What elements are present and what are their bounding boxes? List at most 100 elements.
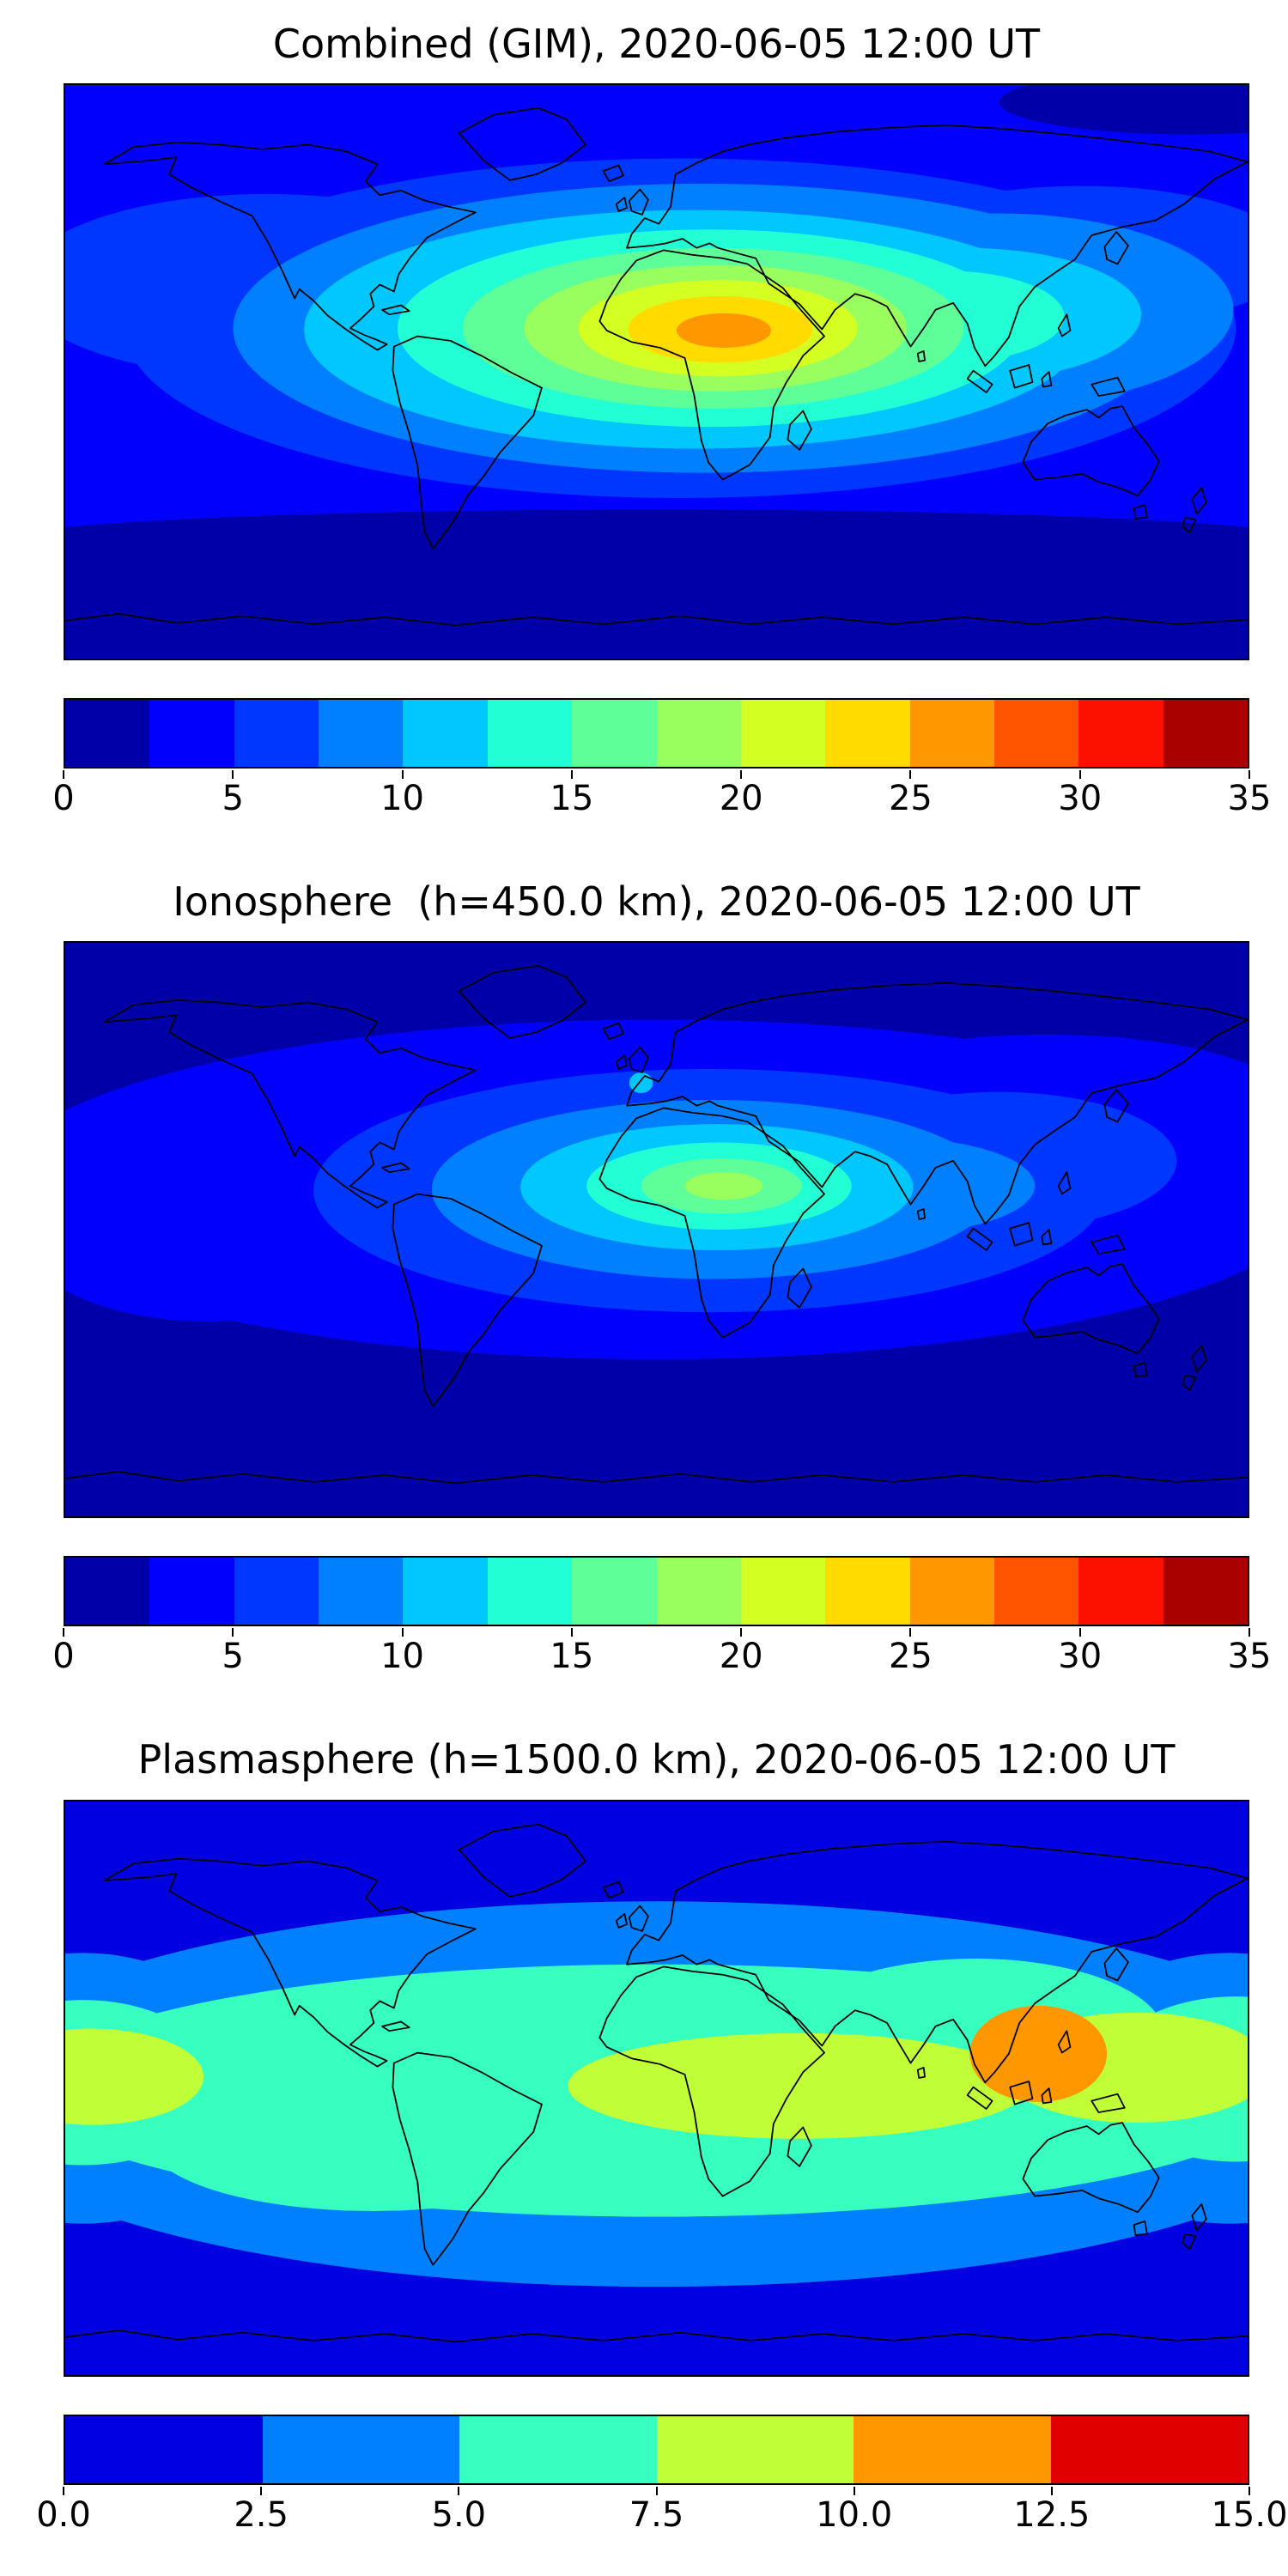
colorbar-tick-label: 25 [888, 1637, 933, 1677]
panel-combined-gim: Combined (GIM), 2020-06-05 12:00 UT 0 5 10… [0, 0, 1288, 858]
colorbar-segment [149, 1558, 234, 1625]
colorbar-segment [403, 700, 488, 768]
colorbar-tick [1078, 1628, 1081, 1637]
panel-title: Ionosphere (h=450.0 km), 2020-06-05 12:0… [173, 878, 1140, 926]
colorbar [64, 2414, 1249, 2485]
colorbar-segment [403, 1558, 488, 1625]
colorbar-segment [262, 2415, 459, 2483]
colorbar-tick [1249, 1628, 1250, 1637]
colorbar-segment [1050, 2415, 1248, 2483]
contour-layers [65, 85, 1248, 659]
contour-band [568, 2032, 1030, 2139]
colorbar-segment [487, 1558, 573, 1625]
colorbar-tick-label: 20 [719, 1637, 763, 1677]
colorbar-tick-label: 0.0 [36, 2494, 91, 2535]
colorbar-tick-label: 10 [380, 779, 425, 819]
colorbar-tick [63, 770, 64, 780]
colorbar-segment [825, 1558, 910, 1625]
contour-band [65, 509, 1248, 574]
colorbar-segment [234, 1558, 319, 1625]
colorbar [64, 1556, 1249, 1627]
colorbar-tick [63, 1628, 64, 1637]
contour-layers [65, 1801, 1248, 2375]
colorbar-segment [572, 1558, 657, 1625]
colorbar-area: 0.0 2.5 5.0 7.5 10.0 12.5 15.0 [36, 2414, 1288, 2537]
colorbar-segment [459, 2415, 657, 2483]
colorbar-segment [909, 1558, 994, 1625]
colorbar-tick [1050, 2486, 1053, 2495]
contour-band [969, 2005, 1108, 2102]
colorbar-segment [65, 1558, 150, 1625]
colorbar-tick [853, 2486, 855, 2495]
colorbar-area: 0 5 10 15 20 25 30 35 [52, 1556, 1271, 1678]
world-contour-map [65, 1801, 1248, 2375]
panel-title: Plasmasphere (h=1500.0 km), 2020-06-05 1… [137, 1736, 1176, 1783]
colorbar-segment [1078, 1558, 1163, 1625]
colorbar-segment [65, 700, 150, 768]
colorbar-tick-label: 25 [888, 779, 933, 819]
contour-band [999, 85, 1248, 135]
colorbar-tick-label: 10.0 [816, 2494, 893, 2535]
panel-ionosphere: Ionosphere (h=450.0 km), 2020-06-05 12:0… [0, 858, 1288, 1716]
colorbar-segment [234, 700, 319, 768]
colorbar-segment [993, 1558, 1079, 1625]
colorbar-tick-label: 0 [52, 1637, 75, 1677]
colorbar-segment [319, 700, 404, 768]
world-contour-map [65, 85, 1248, 659]
colorbar-tick [63, 2486, 64, 2495]
colorbar [64, 698, 1249, 769]
colorbar-tick-label: 20 [719, 779, 763, 819]
colorbar-tick [458, 2486, 460, 2495]
colorbar-segment [656, 2415, 854, 2483]
colorbar-tick-label: 2.5 [234, 2494, 289, 2535]
colorbar-tick [1249, 770, 1250, 780]
contour-band [684, 1172, 763, 1200]
colorbar-axis: 0 5 10 15 20 25 30 35 [52, 769, 1271, 820]
contour-band [148, 2068, 598, 2211]
plasmasphere-map [64, 1799, 1249, 2377]
combined-map [64, 83, 1249, 661]
colorbar-tick [401, 1628, 404, 1637]
colorbar-segment [487, 700, 573, 768]
colorbar-tick-label: 30 [1058, 1637, 1103, 1677]
colorbar-tick [909, 1628, 912, 1637]
panel-title: Combined (GIM), 2020-06-05 12:00 UT [272, 21, 1041, 67]
colorbar-tick [570, 1628, 573, 1637]
colorbar-segment [572, 700, 657, 768]
colorbar-segment [656, 700, 741, 768]
colorbar-segment [65, 2415, 263, 2483]
colorbar-tick-label: 12.5 [1013, 2494, 1091, 2535]
colorbar-tick [1249, 2486, 1250, 2495]
colorbar-tick [740, 770, 743, 780]
colorbar-segment [319, 1558, 404, 1625]
colorbar-tick-label: 7.5 [629, 2494, 684, 2535]
colorbar-segment [1163, 1558, 1249, 1625]
ionosphere-map [64, 941, 1249, 1519]
colorbar-tick-label: 5 [222, 1637, 245, 1677]
contour-layers [65, 943, 1248, 1517]
colorbar-tick-label: 5 [222, 779, 245, 819]
contour-band [65, 2028, 204, 2125]
colorbar-tick [401, 770, 404, 780]
contour-band [65, 1138, 397, 1322]
colorbar-tick-label: 15.0 [1211, 2494, 1288, 2535]
colorbar-tick [909, 770, 912, 780]
colorbar-tick [1078, 770, 1081, 780]
contour-band [676, 313, 772, 349]
colorbar-tick-label: 10 [380, 1637, 425, 1677]
colorbar-segment [740, 700, 826, 768]
colorbar-tick-label: 15 [550, 779, 594, 819]
colorbar-tick [655, 2486, 658, 2495]
colorbar-tick-label: 15 [550, 1637, 594, 1677]
colorbar-segment [149, 700, 234, 768]
colorbar-segment [993, 700, 1079, 768]
colorbar-segment [854, 2415, 1051, 2483]
colorbar-tick-label: 0 [52, 779, 75, 819]
colorbar-tick [570, 770, 573, 780]
colorbar-axis: 0.0 2.5 5.0 7.5 10.0 12.5 15.0 [36, 2485, 1288, 2537]
colorbar-segment [909, 700, 994, 768]
colorbar-tick-label: 5.0 [431, 2494, 487, 2535]
colorbar-tick [232, 1628, 234, 1637]
colorbar-tick-label: 30 [1058, 779, 1103, 819]
colorbar-segment [1163, 700, 1249, 768]
